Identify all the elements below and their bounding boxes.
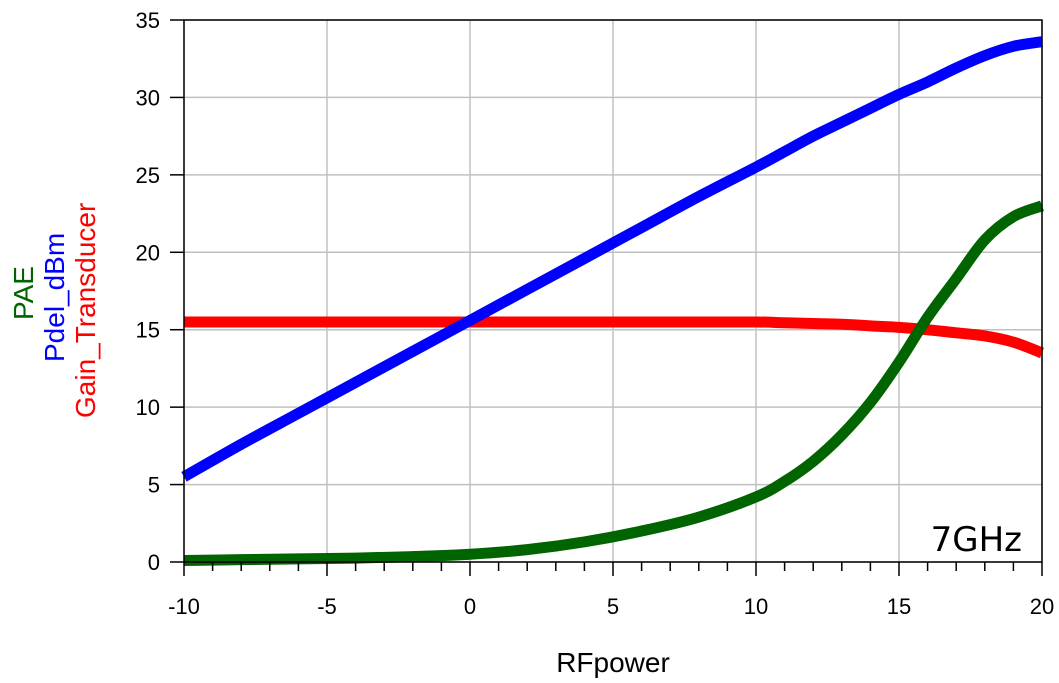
y-tick-label: 15 [136, 318, 160, 343]
x-tick-label: 20 [1030, 594, 1054, 619]
y-tick-label: 5 [148, 473, 160, 498]
x-tick-label: -10 [168, 594, 200, 619]
y-tick-label: 25 [136, 163, 160, 188]
frequency-annotation: 7GHz [931, 520, 1022, 560]
x-tick-label: -5 [317, 594, 337, 619]
y-axis-title-gain-transducer: Gain_Transducer [70, 203, 101, 418]
series-line-gain-transducer [183, 316, 1044, 359]
x-tick-label: 5 [607, 594, 619, 619]
series-line-pae [183, 200, 1044, 566]
y-axis-title-pae: PAE [8, 266, 39, 320]
y-tick-label: 0 [148, 550, 160, 575]
x-axis-title: RFpower [556, 647, 670, 678]
y-tick-label: 20 [136, 240, 160, 265]
x-tick-label: 15 [887, 594, 911, 619]
x-tick-label: 0 [464, 594, 476, 619]
tick-labels: -10 -5 0 5 10 15 20 0 5 10 15 20 25 30 35 [136, 8, 1055, 619]
series-lines [181, 36, 1044, 566]
y-tick-label: 30 [136, 85, 160, 110]
x-tick-label: 10 [744, 594, 768, 619]
series-line-pdel-dbm [181, 36, 1043, 482]
y-axis-titles: PAE Pdel_dBm Gain_Transducer [8, 203, 101, 418]
tick-marks [170, 19, 1043, 576]
y-tick-label: 35 [136, 8, 160, 33]
y-tick-label: 10 [136, 395, 160, 420]
grid [183, 19, 1043, 563]
y-axis-title-pdel-dbm: Pdel_dBm [39, 233, 70, 362]
